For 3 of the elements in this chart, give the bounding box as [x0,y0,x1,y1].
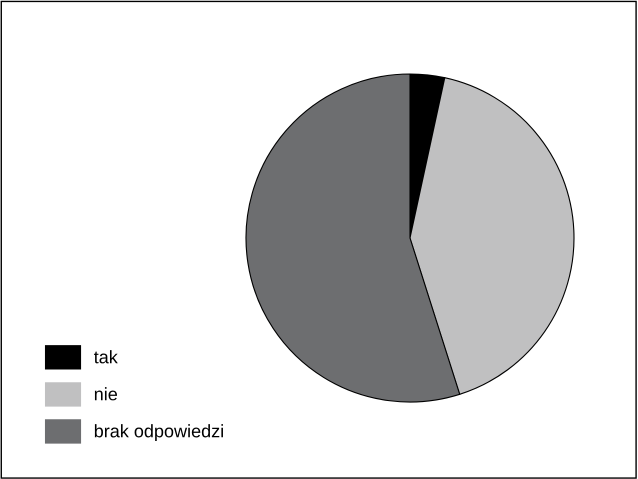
legend-label: nie [94,387,117,400]
legend-label: tak [94,350,118,364]
legend-label: brak odpowiedzi [94,424,223,442]
